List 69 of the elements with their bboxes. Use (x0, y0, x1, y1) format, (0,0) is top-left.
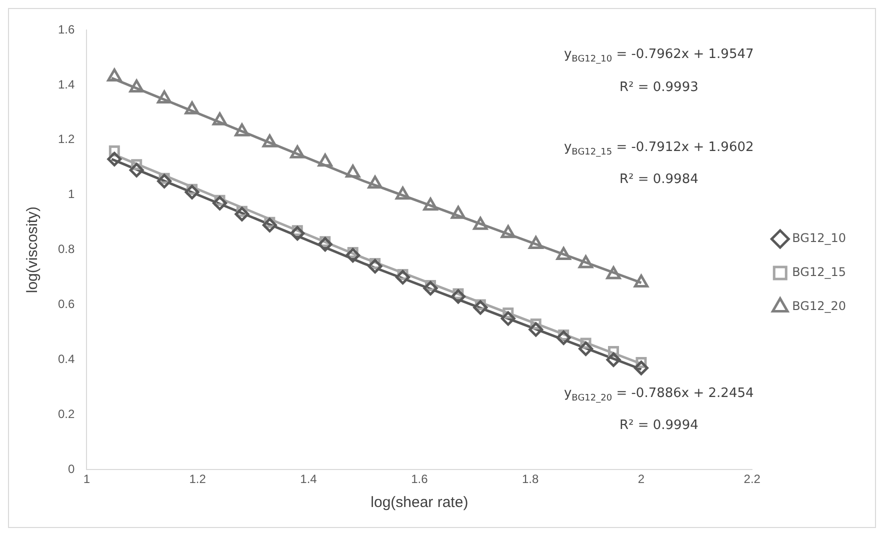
point (262, 218, 277, 232)
point (346, 248, 360, 263)
point (212, 196, 228, 210)
x-tick-label: 1.8 (522, 472, 539, 486)
point (395, 186, 410, 200)
y-axis-title: log(viscosity) (24, 206, 42, 294)
y-tick-label: 1 (68, 187, 75, 202)
x-tick-label: 2 (638, 472, 645, 486)
x-tick-label: 1.6 (411, 472, 428, 486)
point (290, 226, 305, 241)
point (450, 206, 466, 219)
point (556, 330, 571, 345)
point (450, 289, 466, 304)
point (606, 352, 621, 367)
x-tick-label: 1.2 (189, 472, 206, 486)
x-tick-label: 1 (83, 472, 90, 486)
y-tick-label: 0.6 (58, 297, 75, 312)
point (368, 176, 382, 189)
point (157, 90, 172, 104)
point (423, 198, 438, 211)
y-tick-label: 0.8 (58, 242, 75, 256)
point (318, 154, 332, 167)
annotation: y$_{BG12_20}$ = -0.7886x + 2.2454 (564, 386, 754, 404)
x-tick-label: 2.2 (744, 472, 761, 486)
point (500, 311, 516, 326)
point (184, 184, 200, 200)
annotation: R² = 0.9994 (619, 418, 698, 434)
annotation: y$_{BG12_15}$ = -0.7912x + 1.9602 (564, 140, 754, 158)
x-axis-title: log(shear rate) (370, 494, 468, 512)
y-tick-label: 0.2 (58, 406, 75, 421)
annotation: y$_{BG12_10}$ = -0.7962x + 1.9547 (564, 47, 754, 65)
point (262, 134, 277, 148)
point (473, 300, 488, 315)
legend-label: BG12_10 (792, 231, 846, 246)
point (556, 247, 571, 260)
annotation: R² = 0.9993 (619, 80, 698, 95)
point (396, 270, 410, 285)
point (528, 236, 544, 250)
point (290, 145, 305, 158)
point (234, 206, 250, 222)
point (578, 341, 594, 356)
point (368, 259, 382, 274)
y-tick-label: 1.2 (58, 132, 75, 146)
point (129, 79, 144, 92)
annotation: R² = 0.9984 (619, 172, 698, 187)
point (500, 225, 516, 238)
y-tick-label: 0.4 (58, 352, 75, 366)
x-tick-label: 1.4 (300, 472, 318, 486)
point (346, 164, 360, 178)
y-tick-label: 1.4 (58, 77, 75, 92)
point (234, 123, 250, 136)
legend-label: BG12_20 (792, 299, 846, 314)
point (184, 101, 200, 114)
y-tick-label: 1.6 (58, 22, 75, 36)
point (473, 216, 488, 230)
point (606, 266, 621, 280)
point (212, 112, 228, 126)
legend-label: BG12_15 (792, 265, 846, 280)
point (528, 322, 544, 337)
point (578, 255, 594, 268)
point (318, 237, 332, 252)
point (107, 68, 122, 82)
point (423, 281, 438, 296)
point (129, 162, 144, 178)
point (157, 174, 172, 188)
point (107, 152, 122, 166)
y-tick-label: 0 (68, 462, 75, 476)
point (634, 360, 648, 376)
point (634, 274, 649, 288)
